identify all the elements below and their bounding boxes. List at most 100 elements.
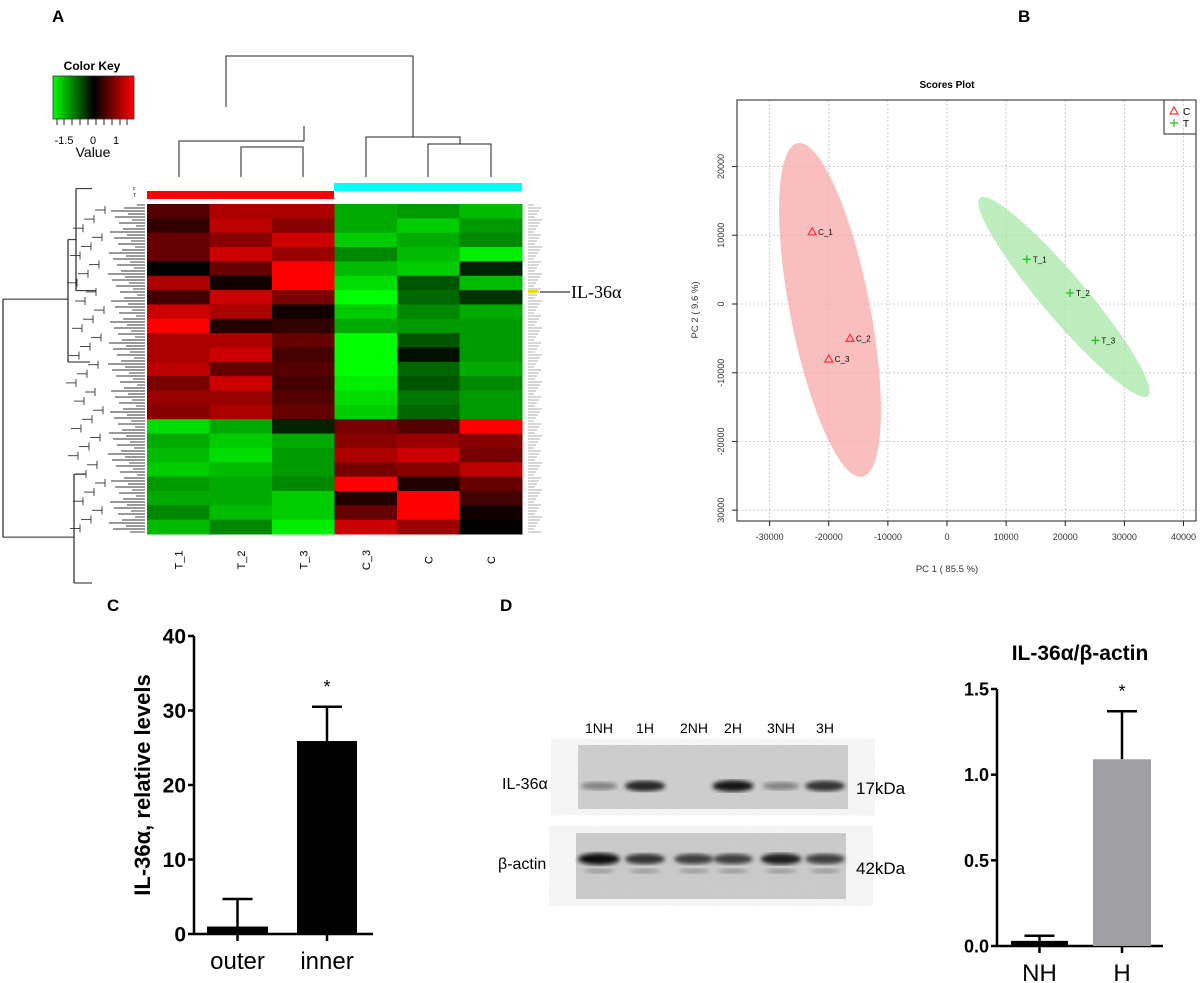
heatmap-cell — [209, 204, 273, 219]
heatmap-cell — [147, 447, 210, 463]
heatmap-cell — [397, 505, 460, 521]
x-tick-label: 40000 — [1171, 532, 1196, 542]
x-tick-label: outer — [210, 948, 265, 975]
significance-star: * — [1118, 681, 1125, 701]
heatmap-cell — [272, 376, 335, 392]
point-label: C_1 — [818, 228, 833, 237]
point-label: T_2 — [1076, 289, 1090, 298]
heatmap-cell — [209, 376, 273, 392]
heatmap-cell — [459, 419, 523, 435]
heatmap-cell — [334, 318, 398, 334]
heatmap-cell — [147, 462, 210, 478]
heatmap-cell — [147, 247, 210, 262]
heatmap-cell — [272, 275, 335, 291]
confidence-ellipse-t — [978, 196, 1150, 398]
heatmap-cell — [397, 347, 460, 363]
qpcr-bar-chart: 0 10 20 30 40 outer inner * IL-36α, relative le… — [130, 626, 373, 975]
heatmap-cell — [334, 247, 398, 262]
heatmap-cell — [397, 390, 460, 406]
heatmap-cell — [459, 462, 523, 478]
bar-inner — [297, 741, 357, 934]
row-labels — [528, 204, 542, 533]
blot-band-secondary — [584, 868, 614, 874]
y-tick-label: 1.5 — [964, 679, 989, 699]
heatmap-cell — [397, 204, 460, 219]
lane-label: 3NH — [767, 720, 795, 736]
blot-band-secondary — [679, 868, 709, 874]
bar-NH — [1011, 940, 1068, 946]
blot-band-secondary — [630, 868, 660, 874]
heatmap-cell — [209, 232, 273, 248]
heatmap-cell — [459, 204, 523, 219]
heatmap-cell — [209, 318, 273, 334]
heatmap-cell — [147, 361, 210, 377]
heatmap-cell — [272, 447, 335, 463]
heatmap-cell — [272, 419, 335, 435]
heatmap-cell — [397, 333, 460, 348]
heatmap-cell — [397, 218, 460, 234]
heatmap-cell — [272, 490, 335, 506]
heatmap-cell — [272, 261, 335, 277]
heatmap-cell — [397, 290, 460, 305]
annotation-il36a: IL-36α — [571, 282, 622, 302]
bar-d-title: IL-36α/β-actin — [1012, 642, 1149, 665]
y-tick-label: -20000 — [716, 427, 726, 455]
pca-legend: C T — [1163, 99, 1197, 135]
heatmap-cell — [459, 490, 523, 506]
blot-band-secondary — [810, 868, 840, 874]
point-c — [807, 226, 818, 236]
heatmap-cell — [334, 376, 398, 392]
heatmap-cell — [209, 476, 273, 492]
heatmap-cell — [334, 218, 398, 234]
heatmap-cell — [147, 376, 210, 392]
panel-label-a: A — [52, 7, 64, 26]
heatmap-cell — [459, 218, 523, 234]
plot-frame — [736, 99, 1197, 522]
heatmap-cell — [459, 275, 523, 291]
x-tick-label: 10000 — [994, 532, 1019, 542]
blot-band — [805, 853, 845, 865]
lane-label: 2NH — [680, 720, 708, 736]
heatmap-cell — [397, 476, 460, 492]
point-label: T_1 — [1033, 255, 1047, 264]
heatmap-cell — [147, 404, 210, 420]
blot-band — [625, 853, 665, 865]
blot-band-secondary — [766, 868, 796, 874]
heatmap-cell — [334, 390, 398, 406]
heatmap-cell — [459, 261, 523, 277]
pca-title: Scores Plot — [919, 80, 975, 91]
column-labels: T_1 T_2 T_3 C_3 C C — [173, 550, 498, 570]
color-key-label: Value — [76, 144, 111, 160]
point-t — [1065, 289, 1074, 298]
heatmap-cell — [147, 318, 210, 334]
heatmap-cell — [147, 261, 210, 277]
heatmap-cell — [397, 232, 460, 248]
heatmap-cell — [147, 232, 210, 248]
x-tick-label: inner — [300, 948, 353, 975]
blot-band — [674, 853, 714, 865]
heatmap-cell — [272, 247, 335, 262]
heatmap-cell — [272, 462, 335, 478]
heatmap-cell — [334, 404, 398, 420]
row-dendrogram-main — [2, 188, 96, 584]
heatmap-cell — [272, 390, 335, 406]
column-label: C_3 — [361, 550, 373, 570]
heatmap-cell — [334, 290, 398, 305]
blot-band — [712, 780, 754, 792]
blot-size-17kda: 17kDa — [856, 779, 906, 798]
heatmap-cell — [334, 519, 398, 535]
heatmap-cell — [147, 290, 210, 305]
column-label: T_3 — [298, 551, 310, 570]
heatmap-cell — [209, 462, 273, 478]
heatmap-cell — [397, 433, 460, 449]
lane-label: 1NH — [585, 720, 613, 736]
heatmap-cell — [147, 390, 210, 406]
x-tick-label: 20000 — [1053, 532, 1078, 542]
column-label: T_1 — [173, 551, 185, 570]
western-blot-panel: 1NH 1H 2NH 2H 3NH 3H IL-36α β-actin 17kDa 42k… — [498, 642, 1163, 983]
heatmap-cell — [209, 275, 273, 291]
heatmap-cell — [334, 490, 398, 506]
pca-scores-plot: Scores Plot C_1 C_2 C_3 T_1 T_2 T_3 -30000 -20… — [690, 80, 1197, 575]
heatmap-cell — [459, 232, 523, 248]
